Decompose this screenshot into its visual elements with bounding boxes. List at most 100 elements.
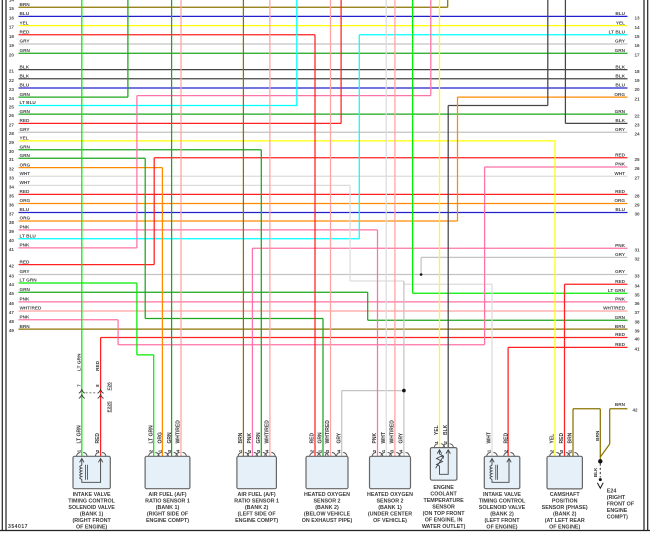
svg-text:33: 33	[634, 274, 640, 279]
svg-text:PNK: PNK	[20, 297, 31, 302]
svg-text:42: 42	[9, 264, 15, 269]
svg-text:BRN: BRN	[595, 430, 601, 441]
svg-text:LT BLU: LT BLU	[20, 234, 37, 239]
svg-text:ORG: ORG	[20, 216, 31, 221]
svg-text:16: 16	[634, 43, 640, 48]
svg-text:AIR FUEL (A/F): AIR FUEL (A/F)	[237, 492, 275, 498]
svg-text:CAMSHAFT: CAMSHAFT	[550, 492, 581, 498]
svg-text:19: 19	[634, 78, 640, 83]
svg-text:(BANK 2): (BANK 2)	[490, 512, 514, 518]
svg-text:28: 28	[634, 194, 640, 199]
svg-text:AIR FUEL (A/F): AIR FUEL (A/F)	[148, 492, 186, 498]
svg-text:HEATED OXYGEN: HEATED OXYGEN	[367, 492, 413, 498]
svg-text:17: 17	[634, 52, 640, 57]
svg-text:BLU: BLU	[20, 83, 30, 88]
svg-text:WHT: WHT	[381, 432, 387, 443]
svg-text:BLK: BLK	[615, 74, 625, 79]
svg-text:2: 2	[372, 449, 377, 452]
svg-text:YEL: YEL	[20, 20, 29, 25]
svg-text:38: 38	[9, 220, 15, 225]
svg-text:PNK: PNK	[615, 243, 626, 248]
svg-text:14: 14	[634, 25, 640, 30]
svg-text:GRN: GRN	[615, 315, 626, 320]
svg-text:YEL: YEL	[550, 434, 556, 444]
svg-text:WHT/RED: WHT/RED	[20, 306, 42, 311]
svg-text:32: 32	[9, 167, 15, 172]
svg-text:OF ENGINE): OF ENGINE)	[486, 525, 517, 531]
svg-text:F26: F26	[106, 382, 112, 391]
svg-text:INTAKE VALVE: INTAKE VALVE	[73, 492, 111, 498]
svg-text:GRY: GRY	[20, 269, 31, 274]
svg-text:(BANK 2): (BANK 2)	[245, 505, 269, 511]
svg-text:16: 16	[9, 15, 15, 20]
svg-text:40: 40	[9, 238, 15, 243]
svg-text:PNK: PNK	[615, 297, 626, 302]
svg-text:1: 1	[238, 449, 243, 452]
svg-text:WHT: WHT	[487, 432, 493, 443]
svg-text:ENGINE: ENGINE	[607, 508, 628, 514]
svg-text:18: 18	[634, 69, 640, 74]
svg-text:RED: RED	[20, 118, 31, 123]
svg-text:WHT/RED: WHT/RED	[265, 420, 271, 444]
svg-text:ENGINE: ENGINE	[433, 485, 454, 491]
svg-text:TEMPERATURE: TEMPERATURE	[423, 498, 464, 504]
svg-text:37: 37	[634, 310, 640, 315]
svg-text:2: 2	[95, 449, 100, 452]
svg-text:WHT: WHT	[20, 180, 31, 185]
svg-text:RED: RED	[310, 433, 316, 444]
svg-text:15: 15	[634, 34, 640, 39]
svg-text:2: 2	[247, 449, 252, 452]
svg-text:ORG: ORG	[20, 162, 31, 167]
svg-text:GRN: GRN	[256, 432, 262, 444]
svg-text:(RIGHT: (RIGHT	[607, 495, 626, 501]
svg-text:RATIO SENSOR 1: RATIO SENSOR 1	[234, 499, 279, 505]
svg-text:28: 28	[9, 131, 15, 136]
svg-text:BLU: BLU	[615, 11, 625, 16]
svg-text:RED: RED	[20, 189, 31, 194]
svg-text:E24: E24	[607, 489, 617, 495]
svg-text:4: 4	[176, 449, 181, 452]
svg-text:ENGINE COMPT): ENGINE COMPT)	[146, 518, 189, 524]
svg-text:21: 21	[9, 69, 15, 74]
svg-text:SOLENOID VALVE: SOLENOID VALVE	[479, 505, 526, 511]
svg-text:24: 24	[634, 131, 640, 136]
svg-text:23: 23	[634, 123, 640, 128]
svg-text:COMPT): COMPT)	[607, 515, 628, 521]
svg-text:1: 1	[76, 449, 81, 452]
svg-text:BLU: BLU	[20, 207, 30, 212]
svg-text:WHT/RED: WHT/RED	[176, 420, 182, 444]
svg-text:BLK: BLK	[20, 74, 30, 79]
svg-text:27: 27	[634, 176, 640, 181]
svg-text:354017: 354017	[8, 524, 28, 530]
svg-text:21: 21	[634, 96, 640, 101]
svg-text:BRN: BRN	[20, 2, 31, 7]
svg-text:26: 26	[634, 166, 640, 171]
svg-text:3: 3	[256, 449, 261, 452]
svg-text:RED: RED	[20, 259, 31, 264]
svg-text:31: 31	[634, 247, 640, 252]
svg-text:43: 43	[9, 274, 15, 279]
svg-text:RED: RED	[615, 153, 626, 158]
svg-text:SENSOR (PHASE): SENSOR (PHASE)	[542, 505, 588, 511]
svg-text:(BANK 1): (BANK 1)	[80, 512, 104, 518]
svg-text:GRN: GRN	[167, 432, 173, 444]
svg-text:WHT/RED: WHT/RED	[390, 420, 396, 444]
svg-text:2: 2	[504, 449, 509, 452]
svg-text:RED: RED	[615, 279, 626, 284]
svg-text:39: 39	[634, 328, 640, 333]
svg-text:1: 1	[434, 441, 439, 444]
svg-text:FRONT OF: FRONT OF	[607, 502, 635, 508]
svg-text:44: 44	[9, 282, 15, 287]
svg-text:(AT LEFT REAR: (AT LEFT REAR	[545, 518, 585, 524]
svg-text:39: 39	[9, 229, 15, 234]
svg-text:(BANK 2): (BANK 2)	[315, 505, 339, 511]
svg-text:OF VEHICLE): OF VEHICLE)	[373, 518, 407, 524]
svg-text:1: 1	[381, 449, 386, 452]
svg-text:32: 32	[634, 257, 640, 262]
svg-text:YEL: YEL	[616, 20, 625, 25]
svg-text:SENSOR 2: SENSOR 2	[313, 499, 340, 505]
svg-text:36: 36	[9, 203, 15, 208]
svg-text:46: 46	[9, 301, 15, 306]
svg-text:YEL: YEL	[434, 425, 440, 435]
svg-text:BRN: BRN	[20, 324, 31, 329]
